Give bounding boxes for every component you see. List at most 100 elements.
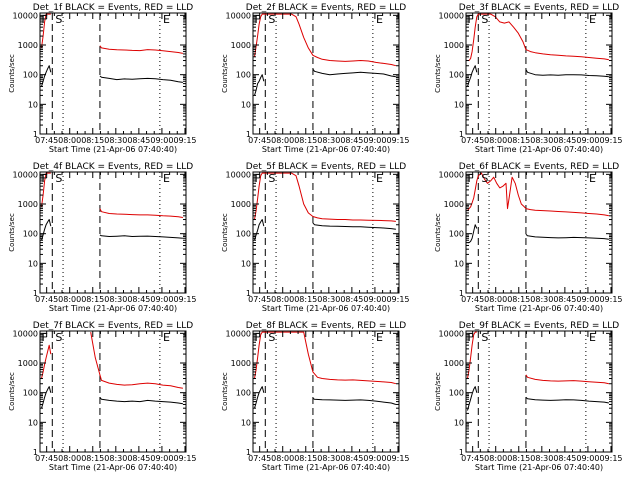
y-tick-label: 100 (236, 71, 251, 80)
x-axis-label: Start Time (21-Apr-06 07:40:40) (475, 304, 603, 313)
x-axis-label: Start Time (21-Apr-06 07:40:40) (49, 145, 177, 154)
y-tick-label: 1 (459, 448, 464, 457)
y-axis-label: Counts/sec (221, 213, 229, 252)
x-tick-label: 09:15 (386, 295, 409, 304)
x-tick-label: 09:15 (599, 454, 622, 463)
x-tick-label: 08:00 (271, 454, 294, 463)
chart-title: Det_5f BLACK = Events, RED = LLD (246, 162, 406, 172)
marker-letter: S (55, 331, 62, 344)
y-tick-label: 100 (449, 230, 464, 239)
y-tick-label: 1000 (231, 359, 251, 368)
chart-title: Det_8f BLACK = Events, RED = LLD (246, 321, 406, 331)
x-tick-label: 09:15 (386, 136, 409, 145)
events-series-line (41, 386, 52, 409)
x-tick-label: 08:30 (104, 295, 127, 304)
events-series-line (525, 69, 609, 78)
marker-letter: E (589, 331, 596, 344)
x-tick-label: 08:15 (507, 295, 530, 304)
x-axis-label: Start Time (21-Apr-06 07:40:40) (49, 463, 177, 472)
marker-letter: E (163, 331, 170, 344)
y-tick-label: 10000 (439, 329, 464, 338)
x-tick-label: 08:45 (340, 295, 363, 304)
x-tick-label: 09:15 (173, 136, 196, 145)
y-tick-label: 100 (236, 389, 251, 398)
marker-letter: S (481, 13, 488, 26)
x-axis-label: Start Time (21-Apr-06 07:40:40) (262, 463, 390, 472)
y-tick-label: 100 (23, 389, 38, 398)
marker-letter: S (268, 13, 275, 26)
marker-letter: F (468, 13, 474, 26)
events-series-line (525, 396, 609, 404)
y-tick-label: 1000 (18, 41, 38, 50)
x-tick-label: 08:15 (294, 295, 317, 304)
events-series-line (525, 233, 609, 240)
events-series-line (41, 65, 52, 87)
marker-letter: F (42, 13, 48, 26)
x-tick-label: 08:00 (484, 295, 507, 304)
x-tick-label: 08:15 (81, 454, 104, 463)
lld-series-line (90, 332, 183, 389)
events-series-line (467, 386, 478, 411)
x-tick-label: 09:00 (576, 136, 599, 145)
y-axis-label: Counts/sec (434, 213, 442, 252)
x-tick-label: 08:15 (294, 136, 317, 145)
plot-frame (465, 12, 613, 135)
lld-series-line (525, 374, 609, 385)
chart-title: Det_3f BLACK = Events, RED = LLD (459, 3, 619, 13)
y-tick-label: 10 (28, 259, 38, 268)
y-tick-label: 10000 (13, 11, 38, 20)
x-tick-label: 08:45 (553, 295, 576, 304)
marker-letter: F (42, 331, 48, 344)
y-tick-label: 1000 (444, 359, 464, 368)
x-tick-label: 08:30 (530, 295, 553, 304)
x-tick-label: 09:15 (386, 454, 409, 463)
x-tick-label: 09:00 (150, 295, 173, 304)
x-tick-label: 08:45 (553, 136, 576, 145)
events-series-line (467, 65, 478, 87)
x-tick-label: 08:15 (294, 454, 317, 463)
plot-frame (465, 171, 613, 294)
x-tick-label: 08:00 (58, 136, 81, 145)
x-tick-label: 07:45 (35, 454, 58, 463)
y-tick-label: 100 (449, 71, 464, 80)
x-tick-label: 08:00 (58, 454, 81, 463)
y-tick-label: 1 (246, 448, 251, 457)
y-axis-label: Counts/sec (8, 372, 16, 411)
chart-title: Det_6f BLACK = Events, RED = LLD (459, 162, 619, 172)
y-tick-label: 1 (33, 448, 38, 457)
y-tick-label: 10 (241, 100, 251, 109)
x-tick-label: 08:15 (81, 136, 104, 145)
events-series-line (312, 222, 396, 230)
y-tick-label: 1000 (231, 41, 251, 50)
lld-series-line (99, 208, 183, 218)
plot-frame (39, 12, 187, 135)
y-tick-label: 10 (241, 259, 251, 268)
x-tick-label: 09:15 (599, 295, 622, 304)
events-series-line (312, 68, 396, 78)
x-tick-label: 09:00 (363, 454, 386, 463)
x-tick-label: 08:45 (127, 136, 150, 145)
x-tick-label: 09:00 (576, 454, 599, 463)
y-tick-label: 10 (28, 100, 38, 109)
x-axis-label: Start Time (21-Apr-06 07:40:40) (49, 304, 177, 313)
marker-letter: E (376, 331, 383, 344)
x-tick-label: 08:45 (127, 295, 150, 304)
y-tick-label: 1 (246, 130, 251, 139)
x-tick-label: 07:45 (35, 295, 58, 304)
x-tick-label: 08:00 (271, 136, 294, 145)
x-tick-label: 08:30 (317, 136, 340, 145)
events-series-line (467, 224, 478, 244)
x-tick-label: 07:45 (461, 454, 484, 463)
marker-letter: E (163, 172, 170, 185)
y-tick-label: 1000 (444, 200, 464, 209)
events-series-line (41, 219, 52, 241)
lld-series-line (467, 13, 609, 61)
marker-letter: F (255, 172, 261, 185)
plot-frame (39, 171, 187, 294)
plot-frame (252, 171, 400, 294)
lld-series-line (41, 13, 51, 48)
x-tick-label: 08:15 (507, 136, 530, 145)
